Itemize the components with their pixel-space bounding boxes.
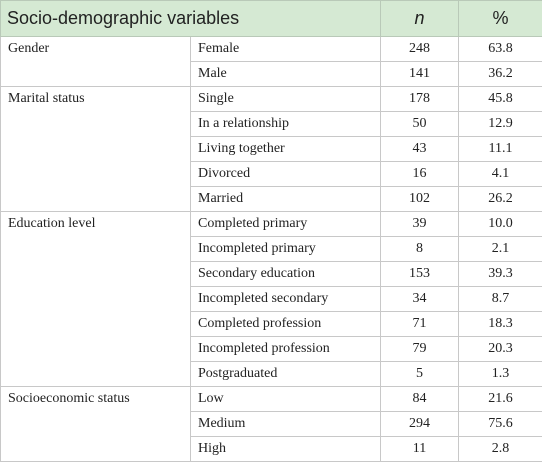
percent-cell: 10.0: [459, 212, 542, 237]
percent-cell: 21.6: [459, 387, 542, 412]
percent-cell: 63.8: [459, 37, 542, 62]
category-cell: Completed primary: [191, 212, 381, 237]
count-cell: 11: [381, 437, 459, 462]
count-cell: 39: [381, 212, 459, 237]
group-label: Socioeconomic status: [1, 387, 191, 462]
percent-cell: 39.3: [459, 262, 542, 287]
percent-cell: 20.3: [459, 337, 542, 362]
header-cell: n: [381, 1, 459, 37]
category-cell: Female: [191, 37, 381, 62]
percent-cell: 2.1: [459, 237, 542, 262]
count-cell: 79: [381, 337, 459, 362]
percent-cell: 1.3: [459, 362, 542, 387]
count-cell: 294: [381, 412, 459, 437]
category-cell: Male: [191, 62, 381, 87]
count-cell: 248: [381, 37, 459, 62]
percent-cell: 75.6: [459, 412, 542, 437]
count-cell: 71: [381, 312, 459, 337]
category-cell: Incompleted secondary: [191, 287, 381, 312]
category-cell: Incompleted primary: [191, 237, 381, 262]
count-cell: 102: [381, 187, 459, 212]
group-label: Marital status: [1, 87, 191, 212]
category-cell: Secondary education: [191, 262, 381, 287]
count-cell: 50: [381, 112, 459, 137]
header-cell: %: [459, 1, 542, 37]
header-row: Socio-demographic variables n %: [1, 1, 542, 37]
group-label: Education level: [1, 212, 191, 387]
header-cell: Socio-demographic variables: [1, 1, 381, 37]
count-cell: 34: [381, 287, 459, 312]
count-cell: 153: [381, 262, 459, 287]
category-cell: Married: [191, 187, 381, 212]
category-cell: High: [191, 437, 381, 462]
percent-cell: 2.8: [459, 437, 542, 462]
count-cell: 141: [381, 62, 459, 87]
category-cell: Single: [191, 87, 381, 112]
percent-cell: 4.1: [459, 162, 542, 187]
count-cell: 84: [381, 387, 459, 412]
count-cell: 43: [381, 137, 459, 162]
percent-cell: 45.8: [459, 87, 542, 112]
count-cell: 16: [381, 162, 459, 187]
percent-cell: 36.2: [459, 62, 542, 87]
group-label: Gender: [1, 37, 191, 87]
count-cell: 8: [381, 237, 459, 262]
percent-cell: 11.1: [459, 137, 542, 162]
percent-cell: 26.2: [459, 187, 542, 212]
category-cell: Incompleted profession: [191, 337, 381, 362]
count-cell: 178: [381, 87, 459, 112]
percent-cell: 18.3: [459, 312, 542, 337]
count-cell: 5: [381, 362, 459, 387]
category-cell: Divorced: [191, 162, 381, 187]
category-cell: Medium: [191, 412, 381, 437]
category-cell: In a relationship: [191, 112, 381, 137]
category-cell: Completed profession: [191, 312, 381, 337]
category-cell: Low: [191, 387, 381, 412]
category-cell: Postgraduated: [191, 362, 381, 387]
category-cell: Living together: [191, 137, 381, 162]
percent-cell: 12.9: [459, 112, 542, 137]
percent-cell: 8.7: [459, 287, 542, 312]
